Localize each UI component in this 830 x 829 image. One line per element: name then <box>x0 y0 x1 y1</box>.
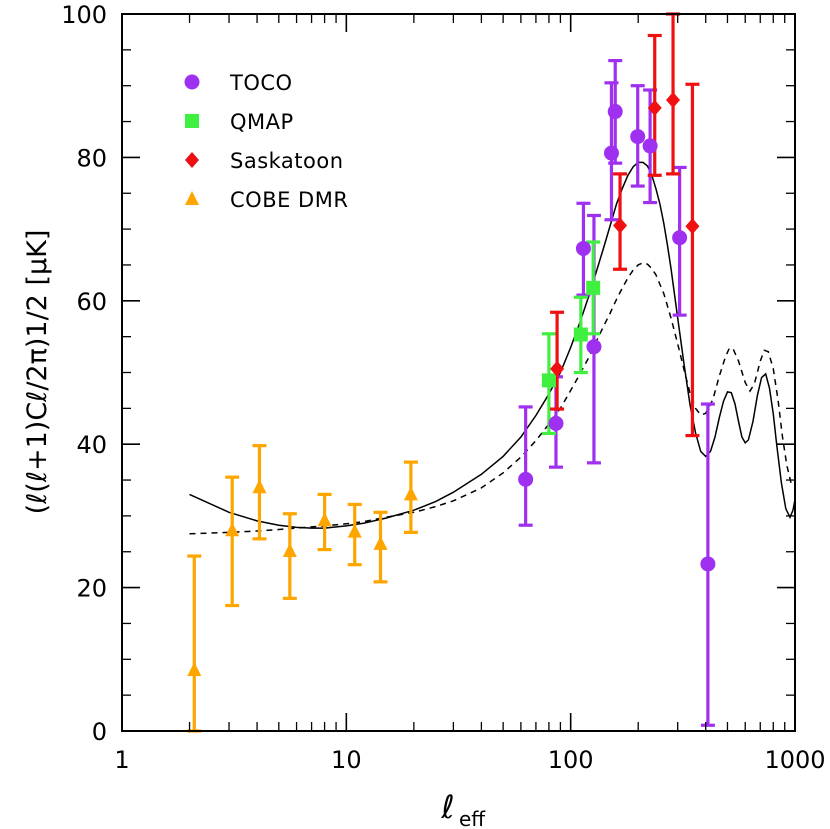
y-tick-label: 0 <box>92 718 107 746</box>
cobe-dmr-data-point <box>317 512 332 527</box>
toco-data-point <box>672 230 688 246</box>
y-tick-label: 20 <box>76 575 107 603</box>
toco-data-point <box>586 339 602 355</box>
toco-data-point <box>700 556 716 572</box>
qmap-data-point <box>541 373 556 388</box>
toco-data-point <box>630 129 646 145</box>
y-tick-label: 100 <box>61 1 107 29</box>
saskatoon-data-point <box>685 218 700 235</box>
data-markers <box>187 92 716 677</box>
cobe-dmr-data-point <box>282 543 297 558</box>
model-curves <box>189 161 796 535</box>
axis-ticks: 1 10 100 1000 0 20 40 60 80 100 <box>61 1 825 774</box>
y-tick-label: 60 <box>76 288 107 316</box>
saskatoon-data-point <box>666 92 681 109</box>
x-axis-label-symbol: ℓ <box>440 788 454 826</box>
x-tick-label: 100 <box>548 746 594 774</box>
saskatoon-data-point <box>647 99 662 116</box>
cobe-dmr-data-point <box>252 479 267 494</box>
legend-label-qmap: QMAP <box>230 110 294 134</box>
toco-data-point <box>603 145 619 161</box>
x-tick-label: 10 <box>331 746 362 774</box>
toco-data-point <box>607 104 623 120</box>
toco-data-point <box>575 240 591 256</box>
y-tick-label: 40 <box>76 431 107 459</box>
toco-data-point <box>518 471 534 487</box>
legend-label-toco: TOCO <box>229 71 293 95</box>
model-curve-dashed <box>189 262 796 535</box>
legend-marker-cobe-dmr <box>185 191 199 205</box>
saskatoon-data-point <box>550 360 565 377</box>
x-axis-label: ℓ eff <box>440 788 486 829</box>
legend-label-saskatoon: Saskatoon <box>230 149 344 173</box>
model-curve-solid <box>189 161 796 529</box>
cobe-dmr-data-point <box>187 662 202 677</box>
y-tick-label: 80 <box>76 144 107 172</box>
legend-marker-qmap <box>185 114 199 128</box>
toco-data-point <box>642 138 658 154</box>
qmap-data-point <box>573 327 588 342</box>
cobe-dmr-data-point <box>403 486 418 501</box>
legend-marker-toco <box>184 74 200 90</box>
cobe-dmr-data-point <box>347 523 362 538</box>
cobe-dmr-data-point <box>373 535 388 550</box>
x-tick-label: 1000 <box>764 746 825 774</box>
toco-data-point <box>548 415 564 431</box>
x-tick-label: 1 <box>114 746 129 774</box>
y-axis-label: (ℓ(ℓ+1)Cℓ/2π)1/2 [μK] <box>22 230 53 515</box>
legend-marker-saskatoon <box>185 152 199 168</box>
x-axis-label-subscript: eff <box>459 807 486 829</box>
qmap-data-point <box>586 280 601 295</box>
cobe-dmr-data-point <box>225 522 240 537</box>
legend: TOCO QMAP Saskatoon COBE DMR <box>184 71 348 212</box>
saskatoon-data-point <box>613 217 628 234</box>
legend-label-cobe-dmr: COBE DMR <box>230 188 348 212</box>
plot-frame <box>121 13 796 732</box>
